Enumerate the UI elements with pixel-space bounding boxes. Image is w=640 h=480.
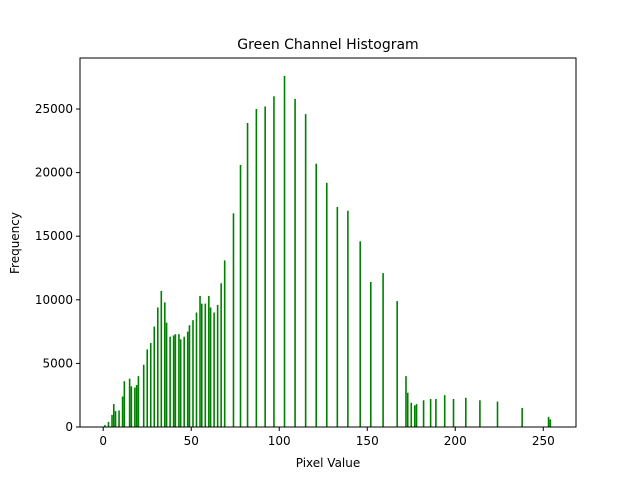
bar	[369, 281, 372, 427]
bar	[429, 399, 432, 427]
bar	[255, 109, 258, 428]
bar	[547, 416, 550, 427]
bar	[149, 343, 152, 427]
bar	[137, 376, 140, 427]
y-tick-label: 20000	[35, 166, 73, 180]
bar	[549, 419, 552, 427]
bar	[413, 405, 416, 427]
bar	[199, 295, 201, 427]
bar	[422, 400, 425, 427]
bar	[195, 312, 198, 427]
bar	[336, 206, 339, 427]
bar	[118, 410, 120, 427]
bar	[169, 336, 171, 427]
bar	[415, 404, 418, 427]
bar	[452, 399, 455, 427]
x-tick-label: 250	[532, 434, 555, 448]
bar	[465, 397, 467, 427]
bar	[192, 320, 194, 427]
bar	[146, 349, 149, 427]
bar	[239, 164, 242, 427]
bar	[273, 96, 275, 428]
y-tick-label: 25000	[35, 102, 73, 116]
bar	[179, 339, 182, 427]
bar	[204, 303, 207, 427]
bar	[410, 402, 413, 427]
y-tick-label: 15000	[35, 229, 73, 243]
bar	[183, 336, 185, 427]
bar	[112, 404, 115, 427]
bar	[209, 307, 212, 427]
bar	[325, 182, 328, 427]
bar	[216, 304, 219, 427]
bar	[435, 399, 437, 427]
bar	[174, 334, 177, 427]
bar	[104, 425, 106, 427]
bar	[359, 241, 362, 427]
y-tick-label: 5000	[42, 356, 73, 370]
bar	[172, 335, 175, 427]
bar	[232, 213, 235, 427]
bar	[382, 273, 384, 427]
y-axis-label: Frequency	[8, 212, 22, 274]
bar	[223, 260, 226, 427]
bar	[246, 122, 249, 428]
x-tick-label: 50	[184, 434, 199, 448]
bar	[521, 407, 523, 427]
bar	[121, 396, 124, 427]
bar	[111, 414, 113, 427]
bar	[396, 301, 398, 427]
bar	[188, 325, 191, 427]
y-tick-label: 0	[65, 420, 73, 434]
bar	[164, 302, 166, 427]
y-tick-label: 10000	[35, 293, 73, 307]
bar	[186, 331, 189, 427]
bar	[135, 385, 138, 427]
bar	[304, 114, 307, 427]
x-tick-label: 150	[356, 434, 379, 448]
bar	[347, 210, 349, 427]
bar	[213, 312, 215, 427]
bar	[134, 387, 136, 427]
bar	[264, 106, 266, 428]
bar	[165, 322, 168, 427]
bar	[128, 378, 131, 427]
x-tick-label: 200	[444, 434, 467, 448]
bar	[178, 334, 180, 427]
bar	[130, 386, 133, 427]
x-tick-label: 0	[99, 434, 107, 448]
x-axis-label: Pixel Value	[296, 456, 361, 470]
bar	[294, 98, 296, 427]
bar	[114, 411, 117, 427]
bar	[220, 283, 222, 427]
bar	[200, 303, 203, 427]
bar	[405, 376, 407, 427]
bar	[496, 401, 499, 427]
bar	[443, 395, 446, 427]
bar	[283, 75, 286, 428]
bar	[142, 364, 145, 427]
bar	[156, 307, 159, 427]
plot-frame	[79, 57, 577, 428]
bar	[208, 295, 210, 427]
bar	[160, 290, 163, 427]
chart-title: Green Channel Histogram	[237, 37, 418, 53]
bar	[107, 421, 110, 427]
bar	[479, 400, 481, 427]
x-tick-label: 100	[268, 434, 291, 448]
bar	[406, 392, 409, 427]
bar	[315, 163, 318, 427]
bar	[123, 381, 126, 427]
bar	[153, 326, 156, 427]
